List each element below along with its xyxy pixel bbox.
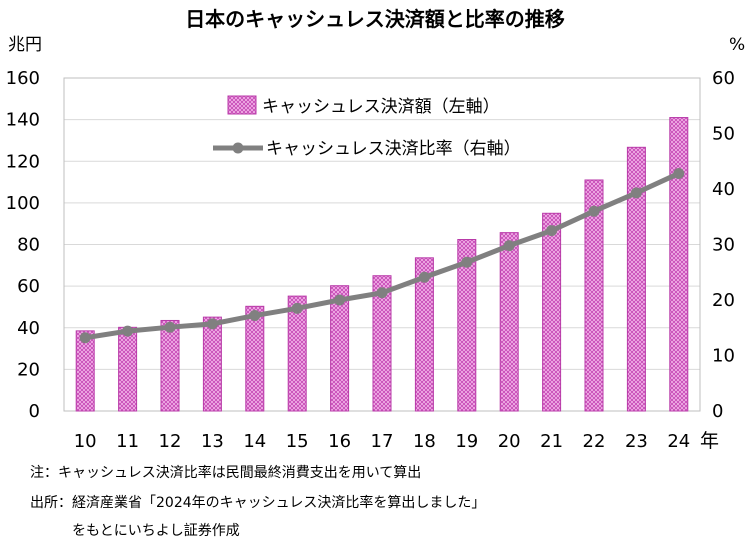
legend-line-label: キャッシュレス決済比率（右軸） [266, 139, 521, 159]
plot-area: 0 20 40 60 80 100 120 140 160 0 10 20 30 40 50 60 10 11 12… [6, 68, 735, 452]
x-tick-label: 14 [243, 431, 266, 452]
x-tick-label: 19 [455, 431, 478, 452]
x-tick-label: 12 [159, 431, 182, 452]
bar [330, 285, 350, 412]
legend: キャッシュレス決済額（左軸） キャッシュレス決済比率（右軸） [213, 95, 521, 159]
left-tick-label: 60 [17, 276, 40, 297]
x-tick-label: 16 [328, 431, 351, 452]
bar [75, 330, 95, 412]
bar [499, 232, 519, 412]
bar [457, 239, 477, 412]
x-tick-label: 15 [286, 431, 309, 452]
left-tick-label: 100 [6, 193, 40, 214]
chart-canvas: 日本のキャッシュレス決済額と比率の推移 兆円 % 年 0204060801001… [6, 7, 746, 452]
bar [542, 212, 562, 412]
ratio-point [206, 318, 218, 330]
bar [414, 257, 434, 412]
ratio-point [673, 167, 685, 179]
right-tick-label: 60 [712, 68, 735, 89]
bar [584, 179, 604, 412]
x-axis-unit: 年 [700, 430, 719, 452]
x-tick-label: 10 [74, 431, 97, 452]
ratio-point [503, 240, 515, 252]
bar [287, 295, 307, 412]
bar [245, 305, 265, 412]
right-tick-label: 10 [712, 346, 735, 367]
source-line-2: をもとにいちよし証券作成 [72, 523, 240, 539]
source-line-1: 出所：経済産業省「2024年のキャッシュレス決済比率を算出しました」 [30, 495, 486, 511]
legend-line-marker [232, 142, 244, 154]
x-tick-label: 24 [667, 431, 690, 452]
ratio-point [334, 294, 346, 306]
right-tick-label: 30 [712, 235, 735, 256]
left-axis-unit: 兆円 [8, 35, 42, 55]
right-tick-label: 40 [712, 179, 735, 200]
x-tick-label: 17 [371, 431, 394, 452]
bar [118, 326, 138, 412]
legend-bar-label: キャッシュレス決済額（左軸） [262, 97, 500, 117]
ratio-point [588, 205, 600, 217]
x-tick-label: 13 [201, 431, 224, 452]
right-axis-unit: % [729, 35, 745, 55]
x-tick-label: 21 [540, 431, 563, 452]
x-tick-label: 11 [116, 431, 139, 452]
ratio-point [79, 332, 91, 344]
right-tick-label: 0 [712, 401, 723, 422]
left-tick-label: 160 [6, 68, 40, 89]
bar [160, 319, 180, 412]
bar [669, 117, 689, 412]
left-tick-label: 120 [6, 151, 40, 172]
left-tick-label: 0 [29, 401, 40, 422]
chart-note: 注：キャッシュレス決済比率は民間最終消費支出を用いて算出 [30, 465, 422, 481]
ratio-point [418, 271, 430, 283]
left-tick-label: 80 [17, 235, 40, 256]
right-tick-label: 50 [712, 124, 735, 145]
ratio-point [249, 310, 261, 322]
chart-title: 日本のキャッシュレス決済額と比率の推移 [185, 7, 565, 31]
legend-bar-swatch [227, 95, 257, 115]
right-tick-label: 20 [712, 290, 735, 311]
ratio-point [164, 321, 176, 333]
left-tick-label: 140 [6, 110, 40, 131]
x-tick-label: 22 [583, 431, 606, 452]
ratio-point [122, 325, 134, 337]
ratio-point [461, 256, 473, 268]
bar [626, 146, 646, 412]
left-tick-label: 40 [17, 318, 40, 339]
ratio-point [546, 225, 558, 237]
ratio-point [630, 187, 642, 199]
ratio-point [376, 287, 388, 299]
ratio-point [291, 302, 303, 314]
bar [372, 275, 392, 412]
bar [202, 316, 222, 412]
x-tick-label: 18 [413, 431, 436, 452]
x-tick-label: 20 [498, 431, 521, 452]
x-tick-label: 23 [625, 431, 648, 452]
left-tick-label: 20 [17, 359, 40, 380]
